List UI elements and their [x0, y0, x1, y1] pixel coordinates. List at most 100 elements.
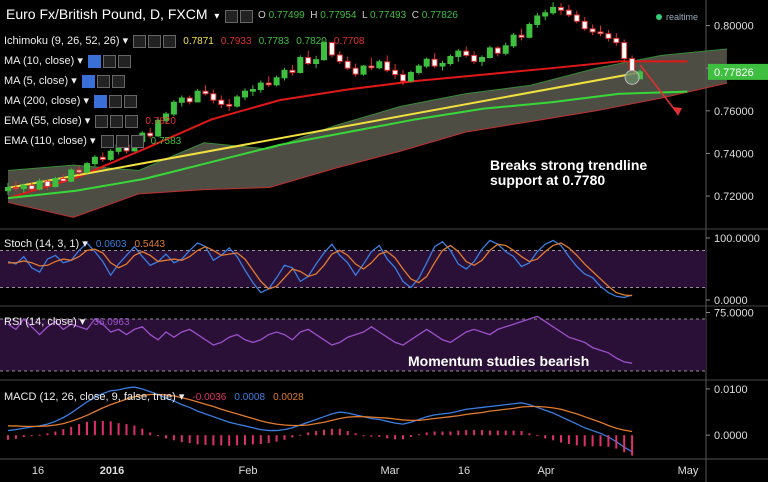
candle-body — [210, 93, 217, 101]
macd-histogram-bar — [14, 435, 17, 439]
candle-body — [321, 42, 327, 61]
indicator-ma10[interactable]: MA (10, close) ▾ — [4, 54, 131, 68]
close-icon[interactable] — [124, 94, 138, 108]
indicator-ema110[interactable]: EMA (110, close) ▾ 0.7583 — [4, 134, 182, 148]
symbol-title[interactable]: Euro Fx/British Pound, D, FXCM — [6, 6, 208, 22]
low-label: L — [362, 10, 368, 21]
gear-icon[interactable] — [240, 9, 254, 23]
arrowhead-icon — [673, 107, 682, 116]
candle-body — [455, 50, 462, 57]
macd-histogram-bar — [141, 428, 144, 436]
macd-histogram-bar — [378, 435, 381, 438]
macd-histogram-bar — [338, 428, 341, 436]
close-icon[interactable] — [163, 34, 177, 48]
candle-body — [463, 50, 470, 56]
candle-body — [573, 14, 580, 22]
rsi-legend[interactable]: RSI (14, close) ▾ 36.0963 — [4, 316, 130, 328]
candle-body — [20, 184, 27, 190]
eye-icon[interactable] — [100, 134, 114, 148]
settings-icon[interactable] — [109, 94, 123, 108]
macd-histogram-bar — [244, 435, 246, 445]
settings-icon[interactable] — [102, 54, 116, 68]
macd-histogram-bar — [133, 425, 136, 436]
stoch-d-value: 0.5443 — [134, 239, 166, 250]
macd-histogram-bar — [7, 435, 9, 440]
macd-histogram-bar — [433, 431, 436, 436]
ichimoku-value-2: 0.7933 — [220, 36, 252, 47]
macd-histogram-bar — [275, 435, 278, 442]
candle-body — [447, 55, 454, 64]
momentum-note: Momentum studies bearish — [408, 354, 589, 369]
settings-icon[interactable] — [96, 74, 110, 88]
cloud-span-a — [7, 48, 727, 171]
indicator-label: MA (200, close) — [4, 95, 81, 107]
candle-body — [36, 180, 43, 190]
ema110-value: 0.7583 — [150, 136, 182, 147]
settings-icon[interactable] — [225, 9, 239, 23]
indicator-ichimoku[interactable]: Ichimoku (9, 26, 52, 26) ▾ 0.7871 0.7933… — [4, 34, 365, 48]
x-tick-label: Mar — [381, 465, 400, 477]
eye-icon[interactable] — [95, 114, 109, 128]
macd-histogram-bar — [591, 435, 594, 447]
cloud-span-b — [7, 82, 728, 218]
realtime-label: realtime — [665, 12, 698, 22]
macd-histogram-bar — [283, 435, 286, 440]
note-line-1: Breaks strong trendline — [490, 157, 648, 173]
close-icon[interactable] — [111, 74, 125, 88]
candle-body — [336, 54, 343, 62]
indicator-ma5[interactable]: MA (5, close) ▾ — [4, 74, 125, 88]
candle-body — [328, 42, 335, 56]
rsi-value: 36.0963 — [93, 317, 130, 328]
settings-icon[interactable] — [110, 114, 124, 128]
indicator-label: MA (10, close) — [4, 55, 75, 67]
candle-body — [439, 62, 446, 67]
eye-icon[interactable] — [133, 34, 147, 48]
candle-body — [597, 31, 604, 35]
candle-body — [170, 101, 177, 115]
indicator-ma200[interactable]: MA (200, close) ▾ — [4, 94, 138, 108]
symbol-dropdown-icon[interactable]: ▾ — [214, 11, 220, 22]
ichimoku-value-1: 0.7871 — [183, 36, 214, 47]
macd-histogram-bar — [38, 434, 41, 436]
eye-icon[interactable] — [87, 54, 101, 68]
indicator-ema55[interactable]: EMA (55, close) ▾ 0.7820 — [4, 114, 176, 128]
macd-histogram-bar — [101, 420, 104, 436]
candle-body — [621, 42, 628, 60]
stoch-legend[interactable]: Stoch (14, 3, 1) ▾ 0.0603 0.5443 — [4, 238, 166, 250]
macd-histogram-bar — [157, 435, 160, 437]
macd-histogram-bar — [236, 435, 239, 446]
y-tick-label: 0.0000 — [714, 430, 748, 442]
eye-icon[interactable] — [94, 94, 108, 108]
candle-body — [384, 61, 391, 71]
candle-body — [242, 90, 248, 98]
candle-body — [613, 37, 620, 44]
settings-icon[interactable] — [148, 34, 162, 48]
macd-hist-value: -0.0036 — [192, 392, 227, 403]
ema110-line — [7, 90, 688, 200]
close-icon[interactable] — [117, 54, 131, 68]
macd-histogram-bar — [488, 430, 491, 436]
candle-body — [147, 132, 154, 137]
candle-body — [68, 169, 75, 182]
candle-body — [273, 77, 280, 86]
macd-histogram-bar — [22, 435, 25, 438]
macd-legend[interactable]: MACD (12, 26, close, 9, false, true) ▾ -… — [4, 391, 304, 403]
macd-histogram-bar — [172, 435, 175, 441]
last-price-label: 0.77826 — [714, 67, 754, 79]
x-tick-label: 16 — [32, 465, 44, 477]
candle-body — [344, 60, 351, 69]
macd-histogram-bar — [30, 435, 33, 437]
macd-histogram-bar — [496, 430, 499, 436]
macd-histogram-bar — [552, 435, 555, 441]
close-icon[interactable] — [130, 134, 144, 148]
close-icon[interactable] — [125, 114, 139, 128]
candle-body — [226, 103, 233, 107]
candle-body — [28, 184, 35, 190]
macd-histogram-bar — [212, 435, 215, 446]
eye-icon[interactable] — [81, 74, 95, 88]
macd-histogram-bar — [86, 421, 88, 436]
settings-icon[interactable] — [115, 134, 129, 148]
ohlc-readout: O 0.77499 H 0.77954 L 0.77493 C 0.77826 — [258, 10, 458, 21]
trendline-break-note: Breaks strong trendline support at 0.778… — [490, 158, 647, 188]
